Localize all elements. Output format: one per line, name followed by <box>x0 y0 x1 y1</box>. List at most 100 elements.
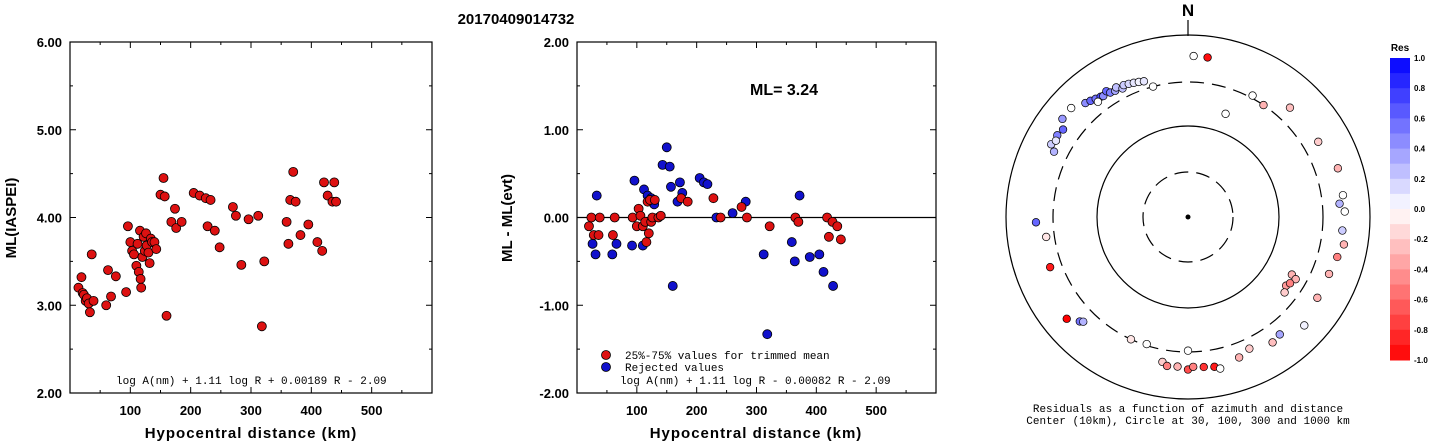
data-point <box>295 230 306 240</box>
trimmed-point <box>643 228 654 239</box>
station-point <box>1216 364 1225 373</box>
colorbar-cell <box>1390 314 1410 331</box>
plot1-ytick-label: 2.00 <box>37 386 62 401</box>
data-point <box>110 271 121 282</box>
station-point <box>1313 293 1322 302</box>
colorbar-title: Res <box>1391 43 1410 54</box>
plot1-xtick-label: 300 <box>240 403 262 418</box>
data-point <box>76 272 87 283</box>
legend-rejected-label: Rejected values <box>625 363 724 375</box>
colorbar-cell <box>1390 148 1410 165</box>
data-point <box>317 245 328 256</box>
station-point <box>1221 109 1230 118</box>
colorbar-tick-label: 0.8 <box>1414 84 1426 93</box>
station-point <box>1338 191 1348 200</box>
data-point <box>135 274 146 284</box>
plot2-xtick-label: 500 <box>865 403 887 418</box>
data-point <box>103 265 113 276</box>
plot1-y-axis-label: ML(IASPEI) <box>3 178 20 259</box>
data-point <box>136 282 147 293</box>
plot1-xtick-label: 500 <box>361 403 383 418</box>
circle-30km <box>1142 171 1234 263</box>
colorbar-cell <box>1390 163 1410 180</box>
station-point <box>1183 346 1193 355</box>
trimmed-point <box>736 202 747 212</box>
colorbar-tick-label: -0.2 <box>1414 235 1428 244</box>
station-point <box>1280 288 1289 297</box>
colorbar-cell <box>1390 269 1410 285</box>
data-point <box>312 237 323 247</box>
station-point <box>1333 252 1342 262</box>
station-point <box>1031 218 1041 227</box>
data-point <box>331 196 341 207</box>
rejected-point <box>828 281 838 291</box>
station-point <box>1314 137 1323 146</box>
plot2-xtick-label: 200 <box>686 403 708 418</box>
data-point <box>85 307 95 318</box>
station-point <box>1062 314 1071 323</box>
data-point <box>281 216 292 227</box>
data-point <box>170 203 180 214</box>
plot2-ytick-label: -2.00 <box>539 386 569 401</box>
polar-points <box>1031 51 1349 374</box>
colorbar-tick-label: 0.0 <box>1414 205 1426 214</box>
rejected-point <box>611 238 622 249</box>
colorbar-tick-label: 0.4 <box>1414 145 1426 154</box>
plot2-ytick-label: 2.00 <box>544 35 569 50</box>
colorbar-cell <box>1390 299 1410 316</box>
station-point <box>1051 136 1061 145</box>
data-point <box>123 221 133 232</box>
event-title: 20170409014732 <box>458 11 575 28</box>
data-point <box>106 291 116 302</box>
rejected-point <box>789 256 800 267</box>
rejected-point <box>627 240 637 251</box>
data-point <box>151 244 162 254</box>
data-point <box>227 202 238 212</box>
plot2-y-axis-label: ML - ML(evt) <box>499 174 516 262</box>
colorbar-tick-label: 0.2 <box>1414 175 1426 184</box>
trimmed-point <box>832 221 843 232</box>
station-point <box>1045 263 1055 272</box>
polar-caption-line2: Center (10km), Circle at 30, 100, 300 an… <box>1026 416 1350 428</box>
station-point <box>1058 114 1067 124</box>
station-point <box>1248 91 1257 100</box>
colorbar-cells <box>1390 58 1410 361</box>
station-point <box>1189 51 1198 61</box>
trimmed-point <box>764 221 775 232</box>
data-point <box>236 259 247 270</box>
rejected-point <box>664 161 675 172</box>
residual-vs-distance-panel: -2.00 -1.00 0.00 1.00 2.00 100 200 300 400 500 M… <box>499 35 937 441</box>
rejected-point <box>727 208 738 219</box>
data-point <box>259 256 270 267</box>
plot1-ytick-label: 4.00 <box>37 211 62 226</box>
colorbar-cell <box>1390 88 1410 104</box>
plot1-y-tick-labels: 2.00 3.00 4.00 5.00 6.00 <box>37 35 62 401</box>
trimmed-point <box>708 193 719 204</box>
colorbar-cell <box>1390 103 1410 119</box>
station-point <box>1126 335 1136 344</box>
data-point <box>101 300 112 311</box>
plot2-x-axis-label: Hypocentral distance (km) <box>650 425 863 441</box>
data-point <box>129 249 139 260</box>
station-point <box>1335 199 1344 208</box>
trimmed-point <box>641 237 652 247</box>
trimmed-point <box>742 212 752 223</box>
trimmed-point <box>682 196 693 207</box>
trimmed-point <box>649 195 660 205</box>
data-point <box>214 242 225 253</box>
magnitude-vs-distance-panel: 2.00 3.00 4.00 5.00 6.00 100 200 300 400 500 ML(… <box>3 35 433 441</box>
trimmed-point <box>793 216 804 227</box>
colorbar-cell <box>1390 239 1410 255</box>
azimuth-residual-panel: N Residuals as a function of azimuth and… <box>1005 1 1371 428</box>
plot1-ytick-label: 5.00 <box>37 123 62 138</box>
circle-100km <box>1096 125 1280 309</box>
colorbar-cell <box>1390 329 1410 346</box>
center-dot <box>1185 214 1191 220</box>
north-label: N <box>1182 1 1194 20</box>
data-point <box>253 210 264 221</box>
colorbar-tick-label: -0.8 <box>1414 326 1428 335</box>
plot2-points <box>584 142 846 340</box>
station-point <box>1142 339 1151 349</box>
plot2-y-tick-labels: -2.00 -1.00 0.00 1.00 2.00 <box>539 35 569 401</box>
data-point <box>329 177 340 188</box>
